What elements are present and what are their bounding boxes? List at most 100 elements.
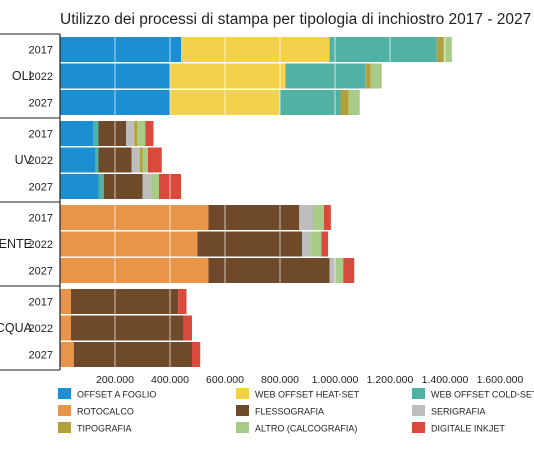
bar-segment-tipografia: [436, 37, 444, 62]
x-tick-label: 600.000: [206, 374, 244, 386]
x-tick-label: 1.000.000: [312, 374, 359, 386]
bar-segment-serigrafia: [126, 121, 135, 146]
legend-label: OFFSET A FOGLIO: [77, 390, 156, 400]
x-tick-label: 200.000: [96, 374, 134, 386]
bar-segment-web_heat: [170, 63, 286, 89]
bar-segment-altro: [370, 63, 382, 89]
bar-segment-altro: [137, 121, 146, 146]
bar-segment-serigrafia: [131, 147, 140, 173]
group-label: OLI: [12, 69, 32, 83]
bar-segment-inkjet: [324, 205, 331, 230]
legend-swatch-flessografia: [236, 405, 249, 416]
bar-segment-inkjet: [192, 342, 201, 367]
bar-segment-tipografia: [365, 63, 371, 89]
x-tick-label: 1.400.000: [422, 374, 469, 386]
legend-swatch-rotocalco: [58, 405, 71, 416]
bar-segment-flessografia: [71, 315, 184, 341]
bar-segment-web_cold: [280, 90, 341, 115]
bar-segment-offset_foglio: [60, 37, 181, 62]
chart-title: Utilizzo dei processi di stampa per tipo…: [60, 11, 534, 28]
x-tick-label: 1.200.000: [367, 374, 414, 386]
legend-swatch-offset_foglio: [58, 388, 71, 399]
bar-segment-tipografia: [340, 90, 349, 115]
bar-segment-serigrafia: [302, 231, 311, 257]
bar-segment-inkjet: [321, 231, 329, 257]
legend-item: FLESSOGRAFIA: [236, 405, 324, 417]
year-label: 2022: [29, 71, 53, 83]
bar-segment-web_cold: [95, 147, 99, 173]
bar-segment-flessografia: [208, 205, 300, 230]
group-label: ACQUA: [0, 321, 33, 335]
legend-label: WEB OFFSET COLD-SET: [431, 390, 534, 400]
legend-label: ALTRO (CALCOGRAFIA): [255, 424, 357, 434]
x-tick-label: 800.000: [261, 374, 299, 386]
year-label: 2027: [29, 266, 53, 278]
bar-segment-altro: [310, 231, 322, 257]
bar-segment-offset_foglio: [60, 147, 96, 173]
bar-segment-inkjet: [145, 121, 154, 146]
bar-segment-flessografia: [208, 258, 330, 283]
year-label: 2027: [29, 182, 53, 194]
bar-segment-altro: [348, 90, 360, 115]
bar-segment-altro: [142, 147, 148, 173]
legend-label: ROTOCALCO: [77, 407, 134, 417]
bar-segment-rotocalco: [60, 315, 71, 341]
bar-segment-altro: [150, 174, 159, 199]
bar-segment-rotocalco: [60, 258, 209, 283]
bar-segment-tipografia: [134, 121, 137, 146]
x-axis: 200.000 400.000 600.000 800.000 1.000.000 1.2…: [0, 33, 524, 386]
bar-segment-inkjet: [343, 258, 355, 283]
legend-swatch-serigrafia: [412, 405, 425, 416]
bar-segment-rotocalco: [60, 342, 74, 367]
legend-item: TIPOGRAFIA: [58, 422, 132, 434]
bar-segment-web_heat: [181, 37, 330, 62]
bar-segment-flessografia: [71, 289, 179, 314]
legend-item: OFFSET A FOGLIO: [58, 388, 156, 400]
year-label: 2022: [29, 323, 53, 335]
year-label: 2017: [29, 297, 53, 309]
legend-label: WEB OFFSET HEAT-SET: [255, 390, 360, 400]
bar-segment-altro: [313, 205, 324, 230]
bar-segment-inkjet: [183, 315, 192, 341]
legend: OFFSET A FOGLIO WEB OFFSET HEAT-SET WEB OF…: [58, 388, 534, 434]
group-label: SOLVENTE: [0, 237, 32, 251]
bar-segment-web_cold: [285, 63, 366, 89]
legend-item: ROTOCALCO: [58, 405, 134, 417]
bars: [60, 34, 452, 370]
legend-item: DIGITALE INKJET: [412, 422, 505, 434]
year-label: 2017: [29, 213, 53, 225]
x-tick-label: 1.600.000: [477, 374, 524, 386]
bar-segment-flessografia: [104, 174, 143, 199]
year-label: 2017: [29, 129, 53, 141]
legend-label: SERIGRAFIA: [431, 407, 486, 417]
group-label: UV: [15, 153, 33, 167]
bar-segment-serigrafia: [329, 258, 335, 283]
bar-segment-serigrafia: [299, 205, 313, 230]
legend-item: WEB OFFSET COLD-SET: [412, 388, 534, 400]
legend-swatch-web_cold: [412, 388, 425, 399]
bar-segment-altro: [443, 37, 452, 62]
bar-segment-altro: [335, 258, 344, 283]
legend-swatch-altro: [236, 422, 249, 433]
bar-segment-rotocalco: [60, 231, 198, 257]
bar-segment-tipografia: [139, 147, 143, 173]
bar-segment-web_cold: [329, 37, 437, 62]
legend-label: FLESSOGRAFIA: [255, 407, 324, 417]
bar-segment-rotocalco: [60, 289, 71, 314]
bar-segment-web_cold: [98, 174, 104, 199]
bar-segment-serigrafia: [142, 174, 151, 199]
category-labels: OLI 2017 2022 2027 UV 2017 2022 2027 SOLVENTE 201…: [0, 45, 53, 362]
legend-label: DIGITALE INKJET: [431, 424, 505, 434]
year-label: 2027: [29, 98, 53, 110]
bar-segment-web_cold: [93, 121, 99, 146]
bar-segment-flessografia: [73, 342, 192, 367]
bar-segment-flessografia: [197, 231, 302, 257]
x-tick-label: 400.000: [151, 374, 189, 386]
legend-swatch-inkjet: [412, 422, 425, 433]
legend-swatch-web_heat: [236, 388, 249, 399]
bar-segment-flessografia: [98, 121, 126, 146]
bar-segment-offset_foglio: [60, 174, 99, 199]
year-label: 2027: [29, 350, 53, 362]
year-label: 2017: [29, 45, 53, 57]
